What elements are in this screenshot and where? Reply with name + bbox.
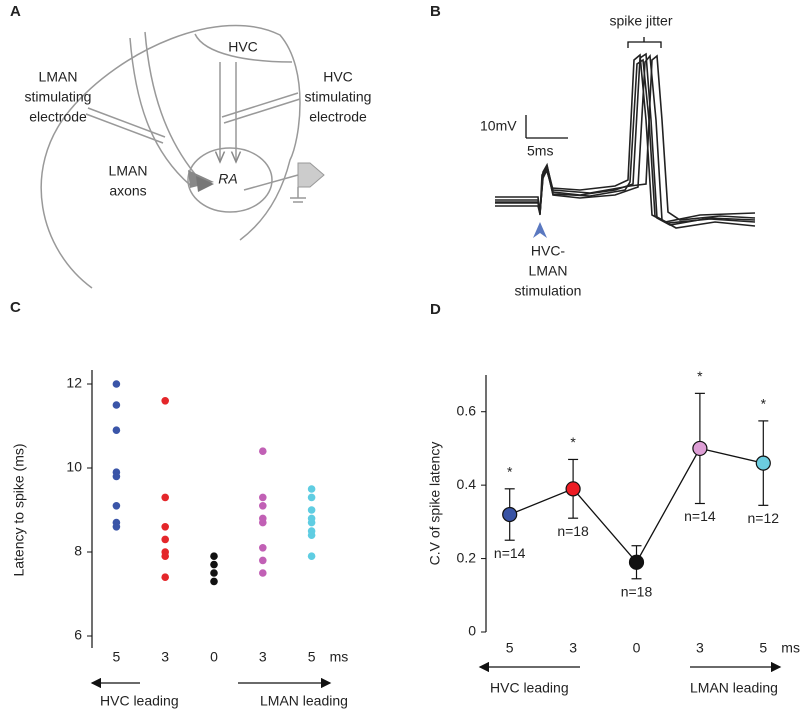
- data-point: [210, 552, 218, 560]
- stimulation-label: LMAN: [529, 263, 568, 279]
- stimulation-label: stimulation: [515, 283, 582, 299]
- scale-t-label: 5ms: [527, 143, 553, 159]
- data-point: [259, 518, 267, 527]
- y-tick-label: 8: [74, 543, 82, 559]
- jitter-label: spike jitter: [609, 13, 672, 29]
- data-point: [210, 569, 218, 577]
- x-tick-label: 5: [759, 640, 767, 656]
- direction-label: HVC leading: [490, 680, 569, 696]
- panel-label: B: [430, 3, 441, 20]
- data-point: [307, 552, 316, 560]
- y-tick-label: 0.4: [457, 476, 477, 492]
- y-axis-label: Latency to spike (ms): [11, 443, 27, 576]
- data-point: [259, 447, 267, 456]
- lman-axons-label: axons: [109, 183, 146, 199]
- direction-label: LMAN leading: [690, 680, 778, 696]
- scale-v-label: 10mV: [480, 118, 517, 134]
- x-tick-label: 0: [210, 649, 218, 665]
- data-marker: [565, 481, 581, 497]
- lman-axons-label: LMAN: [109, 163, 148, 179]
- x-tick-label: 5: [113, 649, 121, 665]
- panel-label: A: [10, 3, 21, 20]
- significance-mark: *: [570, 434, 576, 450]
- data-point: [112, 380, 121, 388]
- lman-electrode-label: LMAN: [39, 69, 78, 85]
- data-point: [112, 472, 121, 481]
- data-point: [161, 573, 169, 581]
- data-marker: [755, 455, 771, 471]
- data-point: [307, 506, 316, 514]
- hvc-electrode-label: electrode: [309, 109, 367, 125]
- y-tick-label: 0.6: [457, 402, 477, 418]
- voltage-traces: [495, 37, 756, 238]
- direction-label: LMAN leading: [260, 693, 348, 709]
- y-axis-label: C.V of spike latency: [427, 442, 443, 566]
- data-point: [112, 426, 121, 435]
- data-point: [161, 397, 169, 405]
- data-marker: [502, 506, 518, 523]
- stimulation-label: HVC-: [531, 243, 566, 259]
- hvc-electrode-label: HVC: [323, 69, 353, 85]
- data-point: [259, 544, 267, 552]
- hvc-electrode-label: stimulating: [305, 89, 372, 105]
- direction-label: HVC leading: [100, 693, 179, 709]
- y-tick-label: 0.2: [457, 549, 477, 565]
- significance-mark: *: [697, 368, 703, 384]
- brain-diagram: [40, 24, 325, 289]
- data-point: [161, 535, 169, 544]
- data-point: [112, 401, 121, 409]
- data-point: [259, 556, 267, 565]
- x-tick-label: 5: [506, 640, 514, 656]
- data-point: [210, 560, 218, 569]
- lman-electrode-label: stimulating: [25, 89, 92, 105]
- data-marker: [628, 554, 645, 570]
- lman-electrode-label: electrode: [29, 109, 87, 125]
- hvc-label: HVC: [228, 39, 258, 55]
- y-tick-label: 6: [74, 627, 82, 643]
- data-point: [210, 577, 218, 586]
- panel-label: C: [10, 299, 21, 316]
- n-label: n=18: [557, 523, 589, 539]
- n-label: n=14: [684, 508, 716, 524]
- data-point: [161, 523, 169, 531]
- x-tick-label: 0: [633, 640, 641, 656]
- data-point: [259, 493, 267, 502]
- data-point: [259, 569, 267, 577]
- data-point: [112, 502, 121, 510]
- n-label: n=18: [621, 583, 653, 599]
- x-tick-label: 3: [696, 640, 704, 656]
- x-tick-label: 3: [569, 640, 577, 656]
- y-tick-label: 0: [468, 623, 476, 639]
- data-point: [112, 523, 121, 531]
- x-tick-label: 3: [161, 649, 169, 665]
- ra-label: RA: [218, 171, 237, 187]
- x-unit-label: ms: [781, 640, 800, 656]
- n-label: n=14: [494, 545, 526, 561]
- data-marker: [692, 440, 708, 457]
- data-point: [259, 502, 267, 510]
- x-tick-label: 3: [259, 649, 267, 665]
- x-tick-label: 5: [308, 649, 316, 665]
- data-point: [307, 531, 316, 539]
- data-point: [307, 493, 316, 502]
- data-point: [161, 493, 169, 502]
- y-tick-label: 10: [66, 459, 82, 475]
- data-point: [161, 552, 169, 560]
- data-point: [307, 485, 316, 493]
- data-point: [307, 518, 316, 527]
- y-tick-label: 12: [66, 375, 82, 391]
- panel-label: D: [430, 301, 441, 318]
- significance-mark: *: [761, 396, 767, 412]
- x-unit-label: ms: [330, 649, 349, 665]
- significance-mark: *: [507, 464, 513, 480]
- n-label: n=12: [748, 510, 780, 526]
